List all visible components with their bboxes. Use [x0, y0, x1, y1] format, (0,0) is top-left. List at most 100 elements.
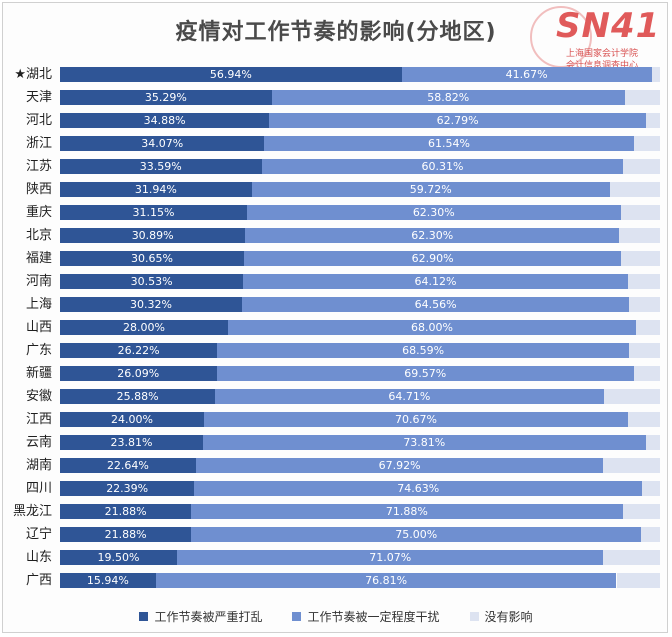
bar-segment	[251, 182, 610, 197]
data-label: 75.00%	[395, 528, 438, 541]
data-label: 28.00%	[123, 321, 165, 334]
bar-segment	[191, 527, 642, 542]
bar-segment	[642, 481, 660, 496]
bar-segment	[60, 389, 216, 404]
bar-segment	[60, 458, 196, 473]
logo-letters: SN41	[556, 6, 661, 46]
data-label: 62.30%	[411, 229, 454, 242]
chart-title: 疫情对工作节奏的影响(分地区)	[175, 20, 497, 45]
category-label: 河南	[25, 274, 52, 289]
bar-segment	[620, 205, 660, 220]
bar-segment	[628, 343, 660, 358]
category-label: 湖南	[25, 458, 52, 473]
bar-segment	[215, 389, 604, 404]
bar-segment	[195, 458, 604, 473]
chart-legend: 工作节奏被严重打乱 工作节奏被一定程度干扰 没有影响	[0, 606, 672, 626]
bar-segment	[60, 550, 177, 565]
category-label: 江西	[25, 412, 52, 427]
bar-segment	[60, 412, 204, 427]
data-label: 62.79%	[436, 114, 479, 127]
category-label: 重庆	[25, 205, 52, 220]
bar-segment	[60, 274, 244, 289]
data-label: 64.56%	[414, 298, 457, 311]
legend-label-none: 没有影响	[484, 609, 533, 624]
data-label: 62.90%	[411, 252, 454, 265]
data-label: 26.09%	[117, 367, 160, 380]
bar-segment	[269, 113, 646, 128]
data-label: 60.31%	[421, 160, 464, 173]
bar-segment	[628, 412, 660, 427]
bar-segment	[60, 481, 195, 496]
category-label: 浙江	[25, 136, 52, 151]
bar-segment	[621, 251, 660, 266]
bar-segment	[633, 366, 660, 381]
bar-segment	[616, 573, 660, 588]
data-label: 41.67%	[505, 68, 548, 81]
category-label: 新疆	[25, 366, 52, 381]
category-label: 河北	[25, 113, 52, 128]
bar-segment	[609, 182, 660, 197]
bar-segment	[245, 228, 620, 243]
data-label: 26.22%	[117, 344, 160, 357]
data-label: 31.94%	[134, 183, 177, 196]
bar-segment	[243, 274, 628, 289]
category-label: 山西	[25, 320, 52, 335]
legend-item-moderate: 工作节奏被一定程度干扰	[292, 606, 440, 626]
bar-segment	[60, 251, 244, 266]
logo-institution: 上海国家会计学院	[566, 49, 639, 59]
bar-segment	[60, 435, 203, 450]
data-label: 34.07%	[141, 137, 184, 150]
data-label: 22.39%	[106, 482, 149, 495]
bar-segment	[60, 67, 402, 82]
category-label: 北京	[25, 228, 52, 243]
data-label: 31.15%	[132, 206, 175, 219]
legend-label-severe: 工作节奏被严重打乱	[154, 609, 263, 624]
data-label: 15.94%	[86, 574, 129, 587]
bar-segment	[622, 504, 660, 519]
bar-segment	[401, 67, 652, 82]
category-label: 云南	[25, 435, 52, 450]
bar-segment	[60, 182, 252, 197]
bar-segment	[155, 573, 617, 588]
data-label: 59.72%	[409, 183, 452, 196]
legend-label-moderate: 工作节奏被一定程度干扰	[307, 609, 440, 624]
bar-segment	[603, 458, 660, 473]
data-label: 62.30%	[412, 206, 455, 219]
bar-segment	[646, 113, 660, 128]
category-label: 黑龙江	[12, 504, 52, 519]
bar-segment	[60, 573, 156, 588]
bar-segment	[633, 136, 660, 151]
bar-segment	[243, 251, 622, 266]
bar-segment	[217, 343, 629, 358]
data-label: 64.71%	[388, 390, 431, 403]
bar-segment	[216, 366, 634, 381]
bar-segment	[60, 343, 218, 358]
legend-swatch-severe	[139, 611, 149, 621]
category-label: 江苏	[25, 159, 52, 174]
bar-segment	[627, 274, 660, 289]
bar-segment	[191, 504, 623, 519]
data-label: 71.88%	[385, 505, 428, 518]
data-label: 70.67%	[395, 413, 437, 426]
category-label: 陕西	[25, 182, 52, 197]
category-label: 福建	[25, 251, 52, 266]
category-label: 辽宁	[25, 527, 52, 542]
data-label: 30.32%	[129, 298, 172, 311]
data-label: 73.81%	[403, 436, 446, 449]
bar-segment	[228, 320, 636, 335]
data-label: 64.12%	[414, 275, 457, 288]
data-label: 19.50%	[97, 551, 140, 564]
category-label: 天津	[25, 90, 52, 105]
legend-swatch-moderate	[292, 611, 302, 621]
data-label: 30.65%	[130, 252, 173, 265]
legend-item-severe: 工作节奏被严重打乱	[139, 606, 262, 626]
data-label: 68.00%	[411, 321, 453, 334]
legend-swatch-none	[469, 611, 479, 621]
data-label: 30.53%	[130, 275, 173, 288]
category-label: ★湖北	[14, 67, 52, 82]
bar-segment	[60, 527, 192, 542]
data-label: 25.88%	[116, 390, 159, 403]
bar-segment	[60, 90, 272, 105]
bar-segment	[651, 67, 660, 82]
